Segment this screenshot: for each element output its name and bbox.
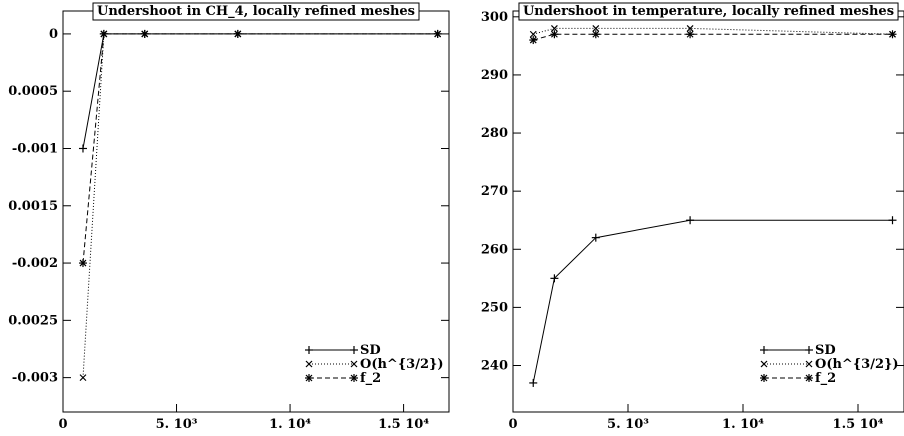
marker-stroke [529,36,537,44]
y-tick-label: 280 [481,126,508,141]
chart-panel-2: 0 5. 10³ 1. 10⁴ 1.5 10⁴ 240 250 260 270 280 290 30… [481,2,904,432]
data-point [78,144,87,153]
marker-stroke [305,360,313,368]
series-line-3 [533,33,893,41]
legend-label-1: SD [815,343,836,358]
data-point [550,25,558,32]
chart-title-text: Undershoot in temperature, locally refin… [523,4,894,19]
data-point [686,30,695,39]
marker-stroke [760,360,768,368]
data-point [550,274,559,283]
chart-title-box [92,2,420,21]
data-point [888,216,897,225]
marker-stroke [592,25,600,32]
y-tick-label: 240 [481,359,508,374]
data-point [433,29,442,38]
series-line-2 [533,27,893,35]
marker-stroke [350,360,358,368]
series-line-3 [82,33,438,264]
marker-stroke [550,30,558,38]
data-point [233,29,242,38]
marker-stroke [889,30,896,38]
x-tick-label: 5. 10³ [156,417,198,432]
marker-stroke [686,25,694,32]
data-point [591,233,600,242]
y-tick-label: -0.001 [12,141,58,156]
y-tick-label: 250 [481,300,508,315]
chart-title: Undershoot in temperature, locally refin… [518,2,899,21]
marker-stroke [350,374,358,382]
y-tick-label: 0.0005 [8,84,58,99]
marker-stroke [805,360,813,368]
chart-title-box [518,2,899,21]
legend-label-2: O(h^{3/2}) [360,357,444,372]
chart-title-text: Undershoot in CH_4, locally refined mesh… [97,4,415,19]
data-point [78,259,87,268]
x-tick-label: 5. 10³ [607,417,649,432]
data-point [686,216,695,225]
x-tick-label: 1. 10⁴ [269,417,311,432]
y-tick-label: 0 [49,27,58,42]
legend: SDO(h^{3/2})f_2 [305,343,444,386]
marker-stroke [550,25,558,32]
legend-label-3: f_2 [815,371,836,386]
y-tick-label: 0.0015 [8,199,58,214]
chart-panel-1: 0 5. 10³ 1. 10⁴ 1.5 10⁴ 0 0.0005 -0.001 0.0015 -… [8,2,450,432]
y-tick-label: 290 [481,68,508,83]
marker-stroke [529,30,537,38]
marker-stroke [592,30,600,38]
y-tick-label: 300 [481,10,508,25]
data-point [99,29,108,38]
y-tick-label: 0.0025 [8,313,58,328]
data-point [529,36,538,45]
y-tick-label: -0.002 [12,256,58,271]
data-point [140,29,149,38]
plot-frame [62,10,450,413]
marker-stroke [434,30,442,38]
y-tick-label: 260 [481,242,508,257]
marker-stroke [760,374,768,382]
y-tick-label: 270 [481,184,508,199]
series-line-2 [82,33,438,378]
data-point [686,25,694,32]
x-tick-label: 0 [508,417,517,432]
x-tick-label: 1. 10⁴ [722,417,764,432]
legend-label-3: f_2 [360,371,381,386]
marker-stroke [141,30,149,38]
x-tick-label: 1.5 10⁴ [378,417,429,432]
marker-stroke [79,259,87,267]
marker-stroke [234,30,242,38]
x-tick-label: 0 [58,417,67,432]
data-point [591,30,600,39]
data-point [79,374,87,382]
data-point [550,30,559,39]
marker-stroke [805,374,813,382]
legend-label-1: SD [360,343,381,358]
marker-stroke [305,374,313,382]
marker-stroke [686,30,694,38]
data-point [529,30,537,38]
chart-title: Undershoot in CH_4, locally refined mesh… [92,2,420,21]
marker-stroke [100,30,108,38]
marker-stroke [79,374,87,382]
data-point [592,25,600,32]
y-tick-label: -0.003 [12,371,58,386]
x-tick-label: 1.5 10⁴ [833,417,884,432]
data-point [888,30,897,39]
legend-label-2: O(h^{3/2}) [815,357,899,372]
plot-frame [512,10,904,413]
series-line-1 [82,33,438,149]
data-point [529,378,538,387]
legend: SDO(h^{3/2})f_2 [760,343,899,386]
